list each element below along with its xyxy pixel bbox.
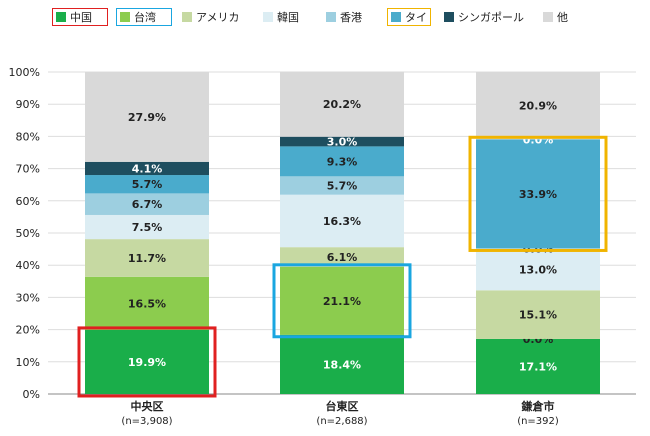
legend-swatch bbox=[326, 12, 336, 22]
y-tick-label: 100% bbox=[9, 66, 40, 79]
legend-swatch bbox=[263, 12, 273, 22]
y-tick-label: 50% bbox=[16, 227, 40, 240]
legend-label: 台湾 bbox=[134, 11, 156, 24]
data-label: 20.9% bbox=[519, 100, 557, 113]
bar-segment bbox=[476, 72, 600, 140]
data-label: 15.1% bbox=[519, 309, 557, 322]
data-label: 3.0% bbox=[327, 136, 358, 149]
legend-swatch bbox=[182, 12, 192, 22]
bar-segment bbox=[85, 329, 209, 394]
y-tick-label: 60% bbox=[16, 195, 40, 208]
data-label: 6.1% bbox=[327, 251, 358, 264]
bar-segment bbox=[476, 290, 600, 339]
sample-size-label: (n=2,688) bbox=[316, 416, 367, 427]
legend-swatch bbox=[444, 12, 454, 22]
legend-item: タイ bbox=[387, 8, 431, 26]
legend-swatch bbox=[391, 12, 401, 22]
bar-segment bbox=[476, 139, 600, 249]
sample-size-label: (n=392) bbox=[517, 416, 559, 427]
y-tick-label: 0% bbox=[23, 388, 40, 401]
legend-item: シンガポール bbox=[441, 8, 527, 26]
chart-legend: 中国 台湾 アメリカ 韓国 香港 タイ シンガポール 他 bbox=[0, 0, 650, 34]
legend-label: タイ bbox=[405, 11, 427, 24]
bar-segment bbox=[85, 239, 209, 277]
legend-swatch bbox=[120, 12, 130, 22]
data-label: 11.7% bbox=[128, 252, 166, 265]
x-tick-label: 鎌倉市 bbox=[521, 399, 555, 413]
bar-segment bbox=[280, 334, 404, 394]
bar-segment bbox=[85, 161, 209, 176]
legend-label: 中国 bbox=[70, 11, 92, 24]
legend-item: 香港 bbox=[323, 8, 365, 26]
y-tick-label: 80% bbox=[16, 130, 40, 143]
data-label: 16.3% bbox=[323, 215, 361, 228]
data-label: 9.3% bbox=[327, 155, 358, 168]
highlight-box bbox=[272, 263, 412, 339]
data-label: 33.9% bbox=[519, 188, 557, 201]
bar-segment bbox=[85, 214, 209, 240]
data-label: 27.9% bbox=[128, 111, 166, 124]
sample-size-label: (n=3,908) bbox=[121, 416, 172, 427]
data-label: 13.0% bbox=[519, 263, 557, 276]
data-label: 19.9% bbox=[128, 356, 166, 369]
legend-swatch bbox=[56, 12, 66, 22]
bar-segment bbox=[476, 338, 600, 394]
bar-segment bbox=[280, 176, 404, 195]
y-tick-label: 20% bbox=[16, 324, 40, 337]
legend-label: シンガポール bbox=[458, 11, 524, 24]
data-label: 5.7% bbox=[327, 180, 358, 193]
bar-segment bbox=[280, 247, 404, 267]
y-tick-label: 70% bbox=[16, 163, 40, 176]
bar-segment bbox=[85, 276, 209, 330]
legend-item: 中国 bbox=[52, 8, 108, 26]
x-tick-label: 中央区 bbox=[131, 399, 164, 413]
legend-swatch bbox=[543, 12, 553, 22]
legend-label: アメリカ bbox=[196, 11, 240, 24]
data-label: 18.4% bbox=[323, 358, 361, 371]
bar-segment bbox=[85, 193, 209, 215]
bar-segment bbox=[280, 136, 404, 147]
data-label: 5.7% bbox=[132, 178, 163, 191]
bar-segment bbox=[476, 248, 600, 291]
stacked-bar-chart: 0% 10% 20% 30% 40% 50% 60% 70% 80% 90% 100% 19.9% 16… bbox=[9, 66, 636, 427]
legend-item: 台湾 bbox=[116, 8, 172, 26]
legend-label: 香港 bbox=[340, 11, 362, 24]
legend-label: 他 bbox=[557, 11, 568, 24]
bar-segment bbox=[280, 266, 404, 335]
bar-segment bbox=[85, 175, 209, 194]
legend-item: 韓国 bbox=[260, 8, 302, 26]
bar-segment bbox=[85, 72, 209, 162]
y-tick-label: 10% bbox=[16, 356, 40, 369]
bar-segment bbox=[280, 71, 404, 137]
legend-item: 他 bbox=[540, 8, 571, 26]
data-label: 17.1% bbox=[519, 360, 557, 373]
data-label: 7.5% bbox=[132, 221, 163, 234]
data-label: 21.1% bbox=[323, 295, 361, 308]
x-tick-label: 台東区 bbox=[326, 399, 359, 413]
highlight-box bbox=[468, 135, 608, 252]
data-label: 20.2% bbox=[323, 98, 361, 111]
y-tick-label: 90% bbox=[16, 98, 40, 111]
highlight-box bbox=[77, 326, 217, 398]
legend-item: アメリカ bbox=[179, 8, 242, 26]
bar-segment bbox=[280, 194, 404, 248]
data-label: 4.1% bbox=[132, 162, 163, 175]
legend-label: 韓国 bbox=[277, 11, 299, 24]
data-label: 6.7% bbox=[132, 198, 163, 211]
y-tick-label: 30% bbox=[16, 291, 40, 304]
y-tick-label: 40% bbox=[16, 259, 40, 272]
bar-segment bbox=[280, 146, 404, 177]
data-label: 16.5% bbox=[128, 297, 166, 310]
